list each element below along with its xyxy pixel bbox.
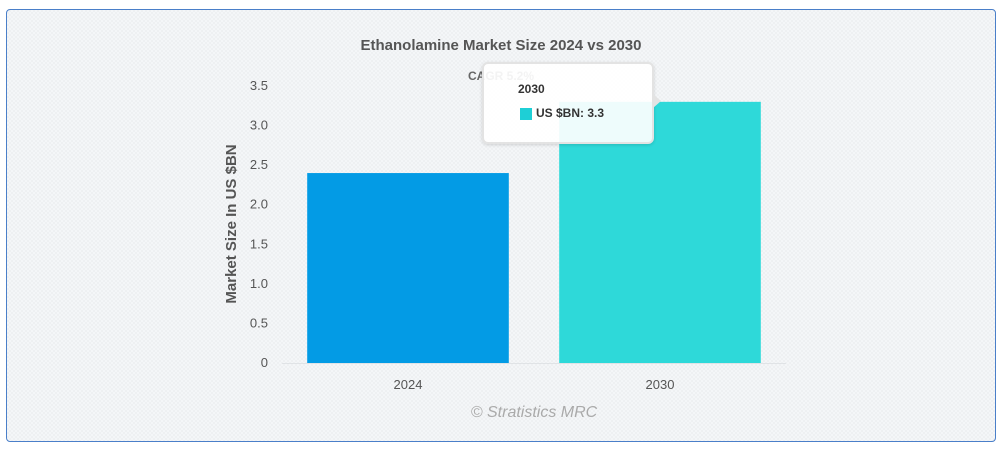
x-tick-label: 2030 <box>646 377 675 392</box>
y-tick-label: 2.0 <box>250 197 268 212</box>
y-axis-ticks: 0 0.5 1.0 1.5 2.0 2.5 3.0 3.5 <box>250 78 268 370</box>
y-tick-label: 3.5 <box>250 78 268 93</box>
bar-2024[interactable] <box>307 173 509 363</box>
y-tick-label: 1.0 <box>250 276 268 291</box>
bar-2030[interactable] <box>559 101 761 363</box>
chart-title: Ethanolamine Market Size 2024 vs 2030 <box>361 37 642 54</box>
bar-tooltip: 2030 US $BN: 3.3 <box>482 62 661 144</box>
y-tick-label: 3.0 <box>250 118 268 133</box>
x-tick-label: 2024 <box>394 377 423 392</box>
y-tick-label: 2.5 <box>250 157 268 172</box>
tooltip-value: US $BN: 3.3 <box>536 106 605 120</box>
y-tick-label: 0 <box>261 355 268 370</box>
y-tick-label: 0.5 <box>250 315 268 330</box>
tooltip-title: 2030 <box>518 82 545 96</box>
y-tick-label: 1.5 <box>250 236 268 251</box>
tooltip-series-swatch <box>520 108 532 120</box>
tooltip-arrow <box>653 94 661 108</box>
x-axis-ticks: 2024 2030 <box>394 377 675 392</box>
bars-group <box>307 101 761 363</box>
chart-credit: © Stratistics MRC <box>471 404 598 421</box>
y-axis-label: Market Size In US $BN <box>223 144 240 303</box>
